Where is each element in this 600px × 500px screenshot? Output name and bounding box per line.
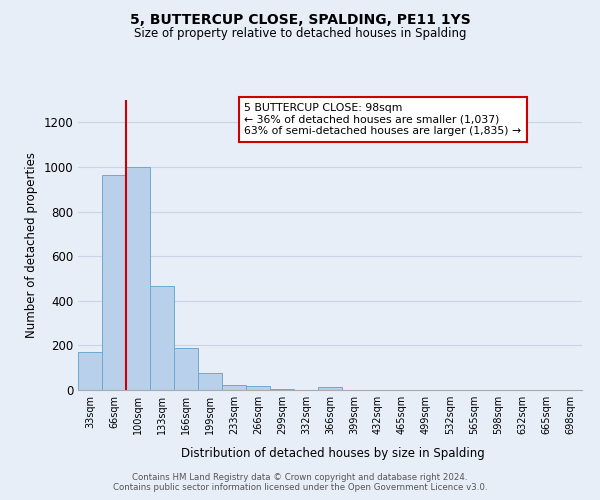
Bar xyxy=(78,352,102,390)
Y-axis label: Number of detached properties: Number of detached properties xyxy=(25,152,38,338)
Bar xyxy=(174,348,198,390)
Text: Contains HM Land Registry data © Crown copyright and database right 2024.
Contai: Contains HM Land Registry data © Crown c… xyxy=(113,473,487,492)
Text: 5 BUTTERCUP CLOSE: 98sqm
← 36% of detached houses are smaller (1,037)
63% of sem: 5 BUTTERCUP CLOSE: 98sqm ← 36% of detach… xyxy=(244,103,521,136)
Bar xyxy=(246,386,270,390)
Bar xyxy=(126,167,150,390)
Bar xyxy=(102,174,126,390)
Text: Distribution of detached houses by size in Spalding: Distribution of detached houses by size … xyxy=(181,448,485,460)
Text: 5, BUTTERCUP CLOSE, SPALDING, PE11 1YS: 5, BUTTERCUP CLOSE, SPALDING, PE11 1YS xyxy=(130,12,470,26)
Bar xyxy=(150,286,174,390)
Bar xyxy=(222,385,246,390)
Bar xyxy=(318,388,342,390)
Bar xyxy=(270,389,294,390)
Text: Size of property relative to detached houses in Spalding: Size of property relative to detached ho… xyxy=(134,28,466,40)
Bar xyxy=(198,374,222,390)
